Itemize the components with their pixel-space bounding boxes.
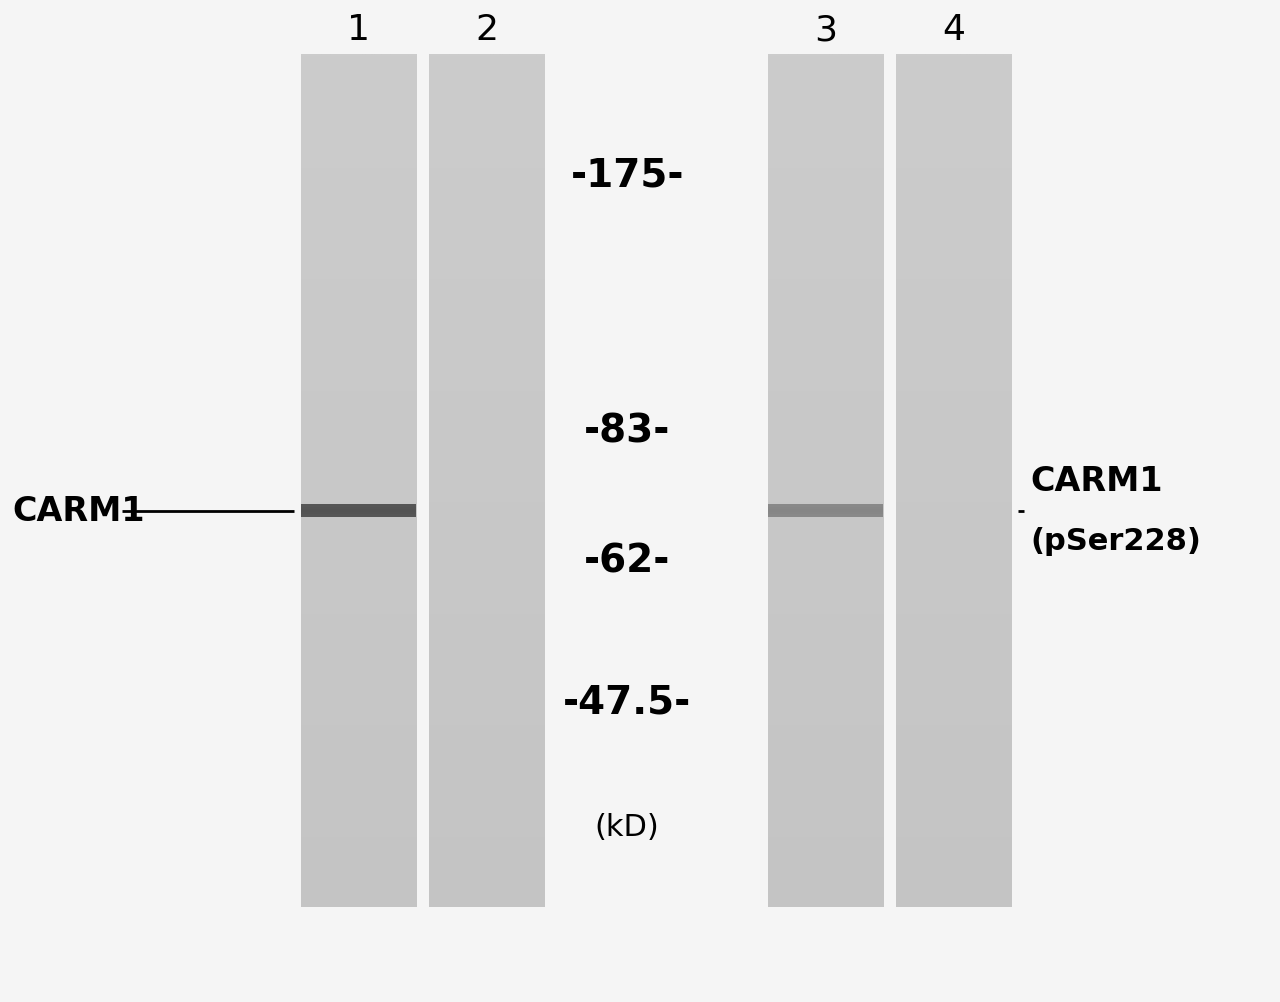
Text: (pSer228): (pSer228) — [1030, 527, 1201, 555]
Text: -62-: -62- — [584, 542, 671, 580]
Bar — [301, 509, 416, 513]
Text: CARM1: CARM1 — [13, 495, 146, 527]
Text: (kD): (kD) — [595, 813, 659, 841]
Text: -175-: -175- — [571, 156, 684, 194]
Bar — [768, 505, 883, 517]
Text: -83-: -83- — [584, 412, 671, 450]
Bar — [301, 505, 416, 517]
Text: CARM1: CARM1 — [1030, 465, 1164, 497]
Text: 2: 2 — [475, 13, 498, 47]
Text: 1: 1 — [347, 13, 370, 47]
Text: 4: 4 — [942, 13, 965, 47]
Text: -47.5-: -47.5- — [563, 682, 691, 720]
Bar — [768, 505, 883, 517]
Text: 3: 3 — [814, 13, 837, 47]
Bar — [768, 507, 883, 515]
Bar — [301, 507, 416, 515]
Bar — [768, 509, 883, 513]
Bar — [301, 505, 416, 517]
